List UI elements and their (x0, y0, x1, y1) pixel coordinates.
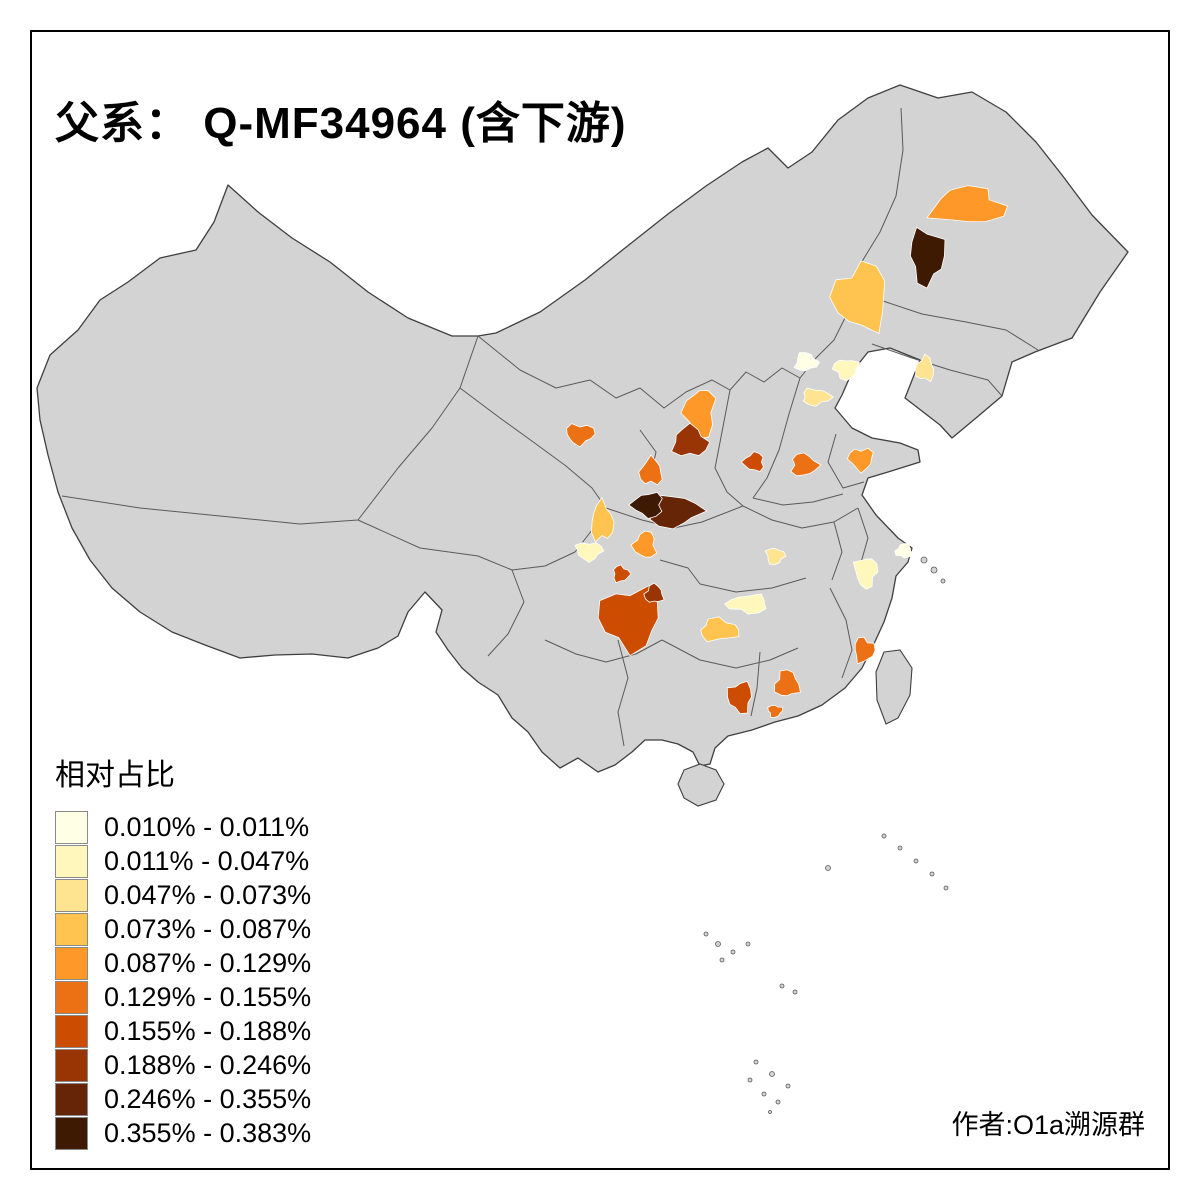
plot-frame (30, 30, 1170, 1170)
legend-label: 0.129% - 0.155% (104, 981, 312, 1012)
map-region (700, 616, 740, 643)
map-region (597, 585, 659, 657)
legend-swatch (55, 946, 88, 980)
legend-items: 0.010% - 0.011% 0.011% - 0.047% 0.047% - 0… (55, 810, 311, 1150)
map-region (853, 558, 879, 590)
island-dots (703, 556, 949, 1114)
legend: 相对占比 0.010% - 0.011% 0.011% - 0.047% 0.047… (55, 750, 311, 1150)
map-region (613, 564, 632, 584)
map-region (915, 353, 934, 383)
legend-label: 0.246% - 0.355% (104, 1083, 312, 1114)
legend-item: 0.355% - 0.383% (55, 1116, 311, 1150)
legend-swatch (55, 980, 88, 1014)
legend-label: 0.188% - 0.246% (104, 1049, 312, 1080)
map-region (790, 452, 822, 477)
map-region (829, 260, 886, 334)
map-region (740, 451, 764, 472)
map-region (628, 491, 663, 519)
map-region (764, 548, 787, 565)
map-region (854, 636, 876, 665)
legend-swatch (55, 1014, 88, 1048)
legend-item: 0.129% - 0.155% (55, 980, 311, 1014)
map-title: 父系： Q-MF34964 (含下游) (55, 99, 627, 149)
map-region (803, 387, 834, 407)
map-region (630, 530, 658, 558)
legend-item: 0.155% - 0.188% (55, 1014, 311, 1048)
legend-label: 0.011% - 0.047% (104, 845, 310, 876)
legend-label: 0.087% - 0.129% (104, 947, 312, 978)
map-region (724, 593, 767, 615)
legend-title: 相对占比 (55, 759, 175, 792)
legend-label: 0.047% - 0.073% (104, 879, 312, 910)
author-credit: 作者:O1a溯源群 (951, 1110, 1145, 1140)
map-region (566, 423, 596, 448)
legend-item: 0.047% - 0.073% (55, 878, 311, 912)
map-region (680, 389, 717, 439)
map-region (643, 582, 665, 603)
legend-label: 0.073% - 0.087% (104, 913, 312, 944)
taiwan-island (875, 649, 913, 725)
map-region (847, 447, 874, 474)
map-region (591, 497, 615, 543)
legend-swatch (55, 1116, 88, 1150)
map-region (767, 704, 784, 718)
map-region (774, 669, 801, 697)
legend-label: 0.355% - 0.383% (104, 1117, 312, 1148)
hainan-island (677, 763, 725, 807)
legend-swatch (55, 1048, 88, 1082)
legend-item: 0.246% - 0.355% (55, 1082, 311, 1116)
legend-label: 0.010% - 0.011% (104, 811, 310, 842)
choropleth-regions (566, 185, 1008, 718)
map-region (910, 226, 946, 289)
map-region (831, 359, 860, 382)
legend-item: 0.011% - 0.047% (55, 844, 311, 878)
map-region (574, 542, 605, 563)
legend-label: 0.155% - 0.188% (104, 1015, 312, 1046)
legend-item: 0.010% - 0.011% (55, 810, 311, 844)
legend-item: 0.087% - 0.129% (55, 946, 311, 980)
map-region (671, 422, 711, 457)
legend-item: 0.073% - 0.087% (55, 912, 311, 946)
map-region (894, 543, 913, 559)
map-region (793, 352, 820, 372)
legend-swatch (55, 912, 88, 946)
legend-swatch (55, 810, 88, 844)
legend-item: 0.188% - 0.246% (55, 1048, 311, 1082)
map-region (638, 454, 663, 486)
map-region (726, 680, 752, 714)
legend-swatch (55, 1082, 88, 1116)
legend-swatch (55, 878, 88, 912)
legend-swatch (55, 844, 88, 878)
map-region (926, 185, 1008, 223)
